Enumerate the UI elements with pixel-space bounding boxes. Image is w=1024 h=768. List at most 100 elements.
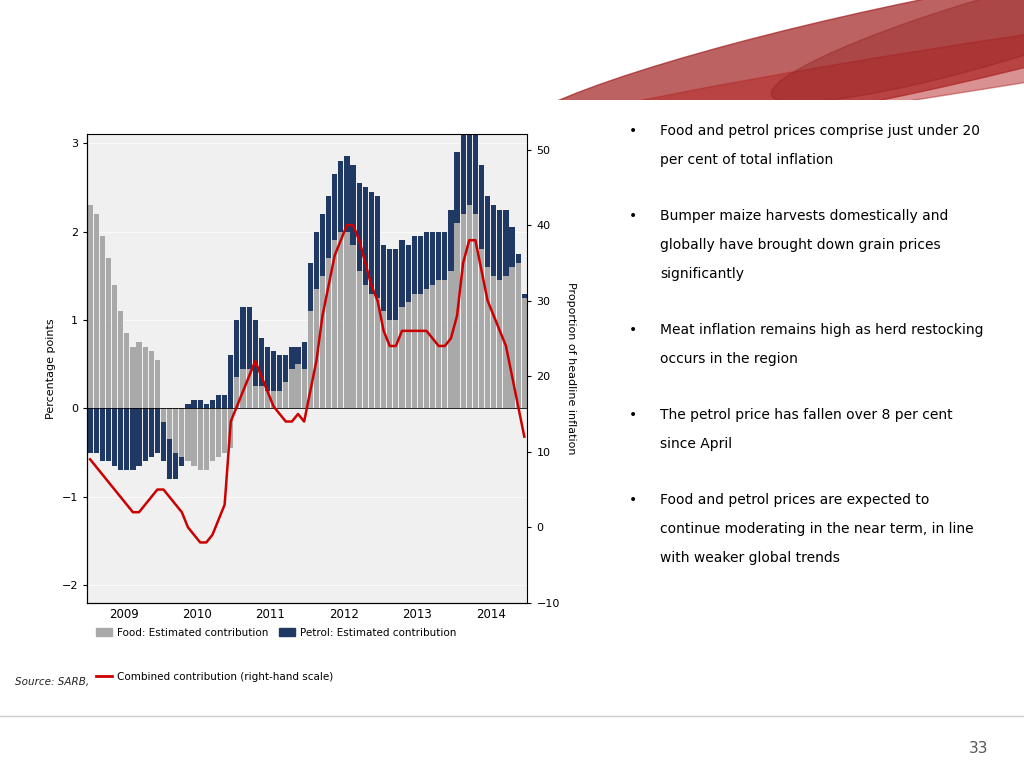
Text: 33: 33 — [969, 741, 988, 756]
Bar — [467, 205, 472, 409]
Text: significantly: significantly — [659, 266, 744, 281]
Bar — [350, 245, 355, 409]
Bar — [338, 232, 343, 409]
Bar — [161, 409, 166, 422]
Bar — [442, 232, 447, 280]
Bar — [284, 382, 289, 409]
Bar — [381, 311, 386, 409]
Bar — [222, 396, 227, 409]
Bar — [99, 409, 104, 462]
Text: globally have brought down grain prices: globally have brought down grain prices — [659, 238, 941, 252]
Bar — [167, 439, 172, 479]
Bar — [130, 409, 135, 470]
Bar — [204, 404, 209, 409]
Bar — [271, 391, 276, 409]
Bar — [99, 236, 104, 409]
Text: continue moderating in the near term, in line: continue moderating in the near term, in… — [659, 522, 974, 536]
Bar — [479, 165, 484, 250]
Bar — [375, 197, 380, 298]
Bar — [234, 320, 240, 378]
Text: per cent of total inflation: per cent of total inflation — [659, 153, 834, 167]
Bar — [179, 457, 184, 466]
Bar — [375, 298, 380, 409]
Bar — [436, 232, 441, 280]
Bar — [198, 399, 203, 409]
Bar — [504, 276, 509, 409]
Bar — [191, 399, 197, 409]
Bar — [485, 267, 490, 409]
Bar — [173, 409, 178, 452]
Bar — [424, 232, 429, 289]
Bar — [332, 240, 337, 409]
Bar — [241, 369, 246, 409]
Bar — [167, 409, 172, 439]
Bar — [247, 306, 252, 369]
Bar — [356, 183, 361, 271]
Bar — [290, 369, 295, 409]
Bar — [418, 293, 423, 409]
Bar — [399, 240, 404, 306]
Bar — [498, 210, 503, 280]
Bar — [87, 205, 93, 409]
Bar — [362, 187, 368, 285]
Bar — [461, 121, 466, 214]
Bar — [521, 298, 527, 409]
Text: •: • — [629, 408, 637, 422]
Bar — [326, 258, 331, 409]
Text: with weaker global trends: with weaker global trends — [659, 551, 840, 564]
Bar — [296, 364, 301, 409]
Text: Food and petrol prices comprise just under 20: Food and petrol prices comprise just und… — [659, 124, 980, 138]
Bar — [369, 192, 374, 293]
Text: occurs in the region: occurs in the region — [659, 352, 798, 366]
Bar — [436, 280, 441, 409]
Bar — [479, 250, 484, 409]
Bar — [216, 409, 221, 457]
Bar — [179, 409, 184, 457]
Bar — [406, 303, 411, 409]
Bar — [399, 306, 404, 409]
Bar — [430, 232, 435, 285]
Text: •: • — [629, 493, 637, 507]
Bar — [278, 356, 283, 391]
Text: Bumper maize harvests domestically and: Bumper maize harvests domestically and — [659, 209, 948, 223]
Bar — [510, 267, 515, 409]
Bar — [296, 346, 301, 364]
Bar — [521, 293, 527, 298]
Bar — [253, 320, 258, 386]
Ellipse shape — [771, 0, 1024, 102]
Text: Meat inflation remains high as herd restocking: Meat inflation remains high as herd rest… — [659, 323, 983, 337]
Bar — [87, 409, 93, 452]
Y-axis label: Percentage points: Percentage points — [46, 318, 56, 419]
Bar — [222, 409, 227, 452]
Bar — [344, 157, 349, 232]
Bar — [185, 404, 190, 409]
Bar — [278, 391, 283, 409]
Bar — [418, 236, 423, 293]
Bar — [455, 223, 460, 409]
Bar — [210, 399, 215, 409]
Bar — [307, 311, 313, 409]
Bar — [461, 214, 466, 409]
Bar — [313, 289, 318, 409]
Bar — [136, 342, 141, 409]
Text: Food and petrol prices: Food and petrol prices — [26, 37, 554, 79]
Bar — [442, 280, 447, 409]
Bar — [161, 422, 166, 462]
Text: •: • — [629, 323, 637, 337]
Ellipse shape — [478, 0, 1024, 148]
Bar — [105, 258, 111, 409]
Bar — [253, 386, 258, 409]
Bar — [412, 236, 417, 293]
Bar — [136, 409, 141, 466]
Bar — [210, 409, 215, 462]
Bar — [259, 338, 264, 386]
Bar — [350, 165, 355, 245]
Bar — [516, 253, 521, 263]
Text: •: • — [629, 209, 637, 223]
Bar — [155, 359, 160, 409]
Bar — [265, 346, 270, 391]
Text: •: • — [629, 124, 637, 138]
Bar — [155, 409, 160, 452]
Bar — [148, 351, 154, 409]
Bar — [492, 205, 497, 276]
